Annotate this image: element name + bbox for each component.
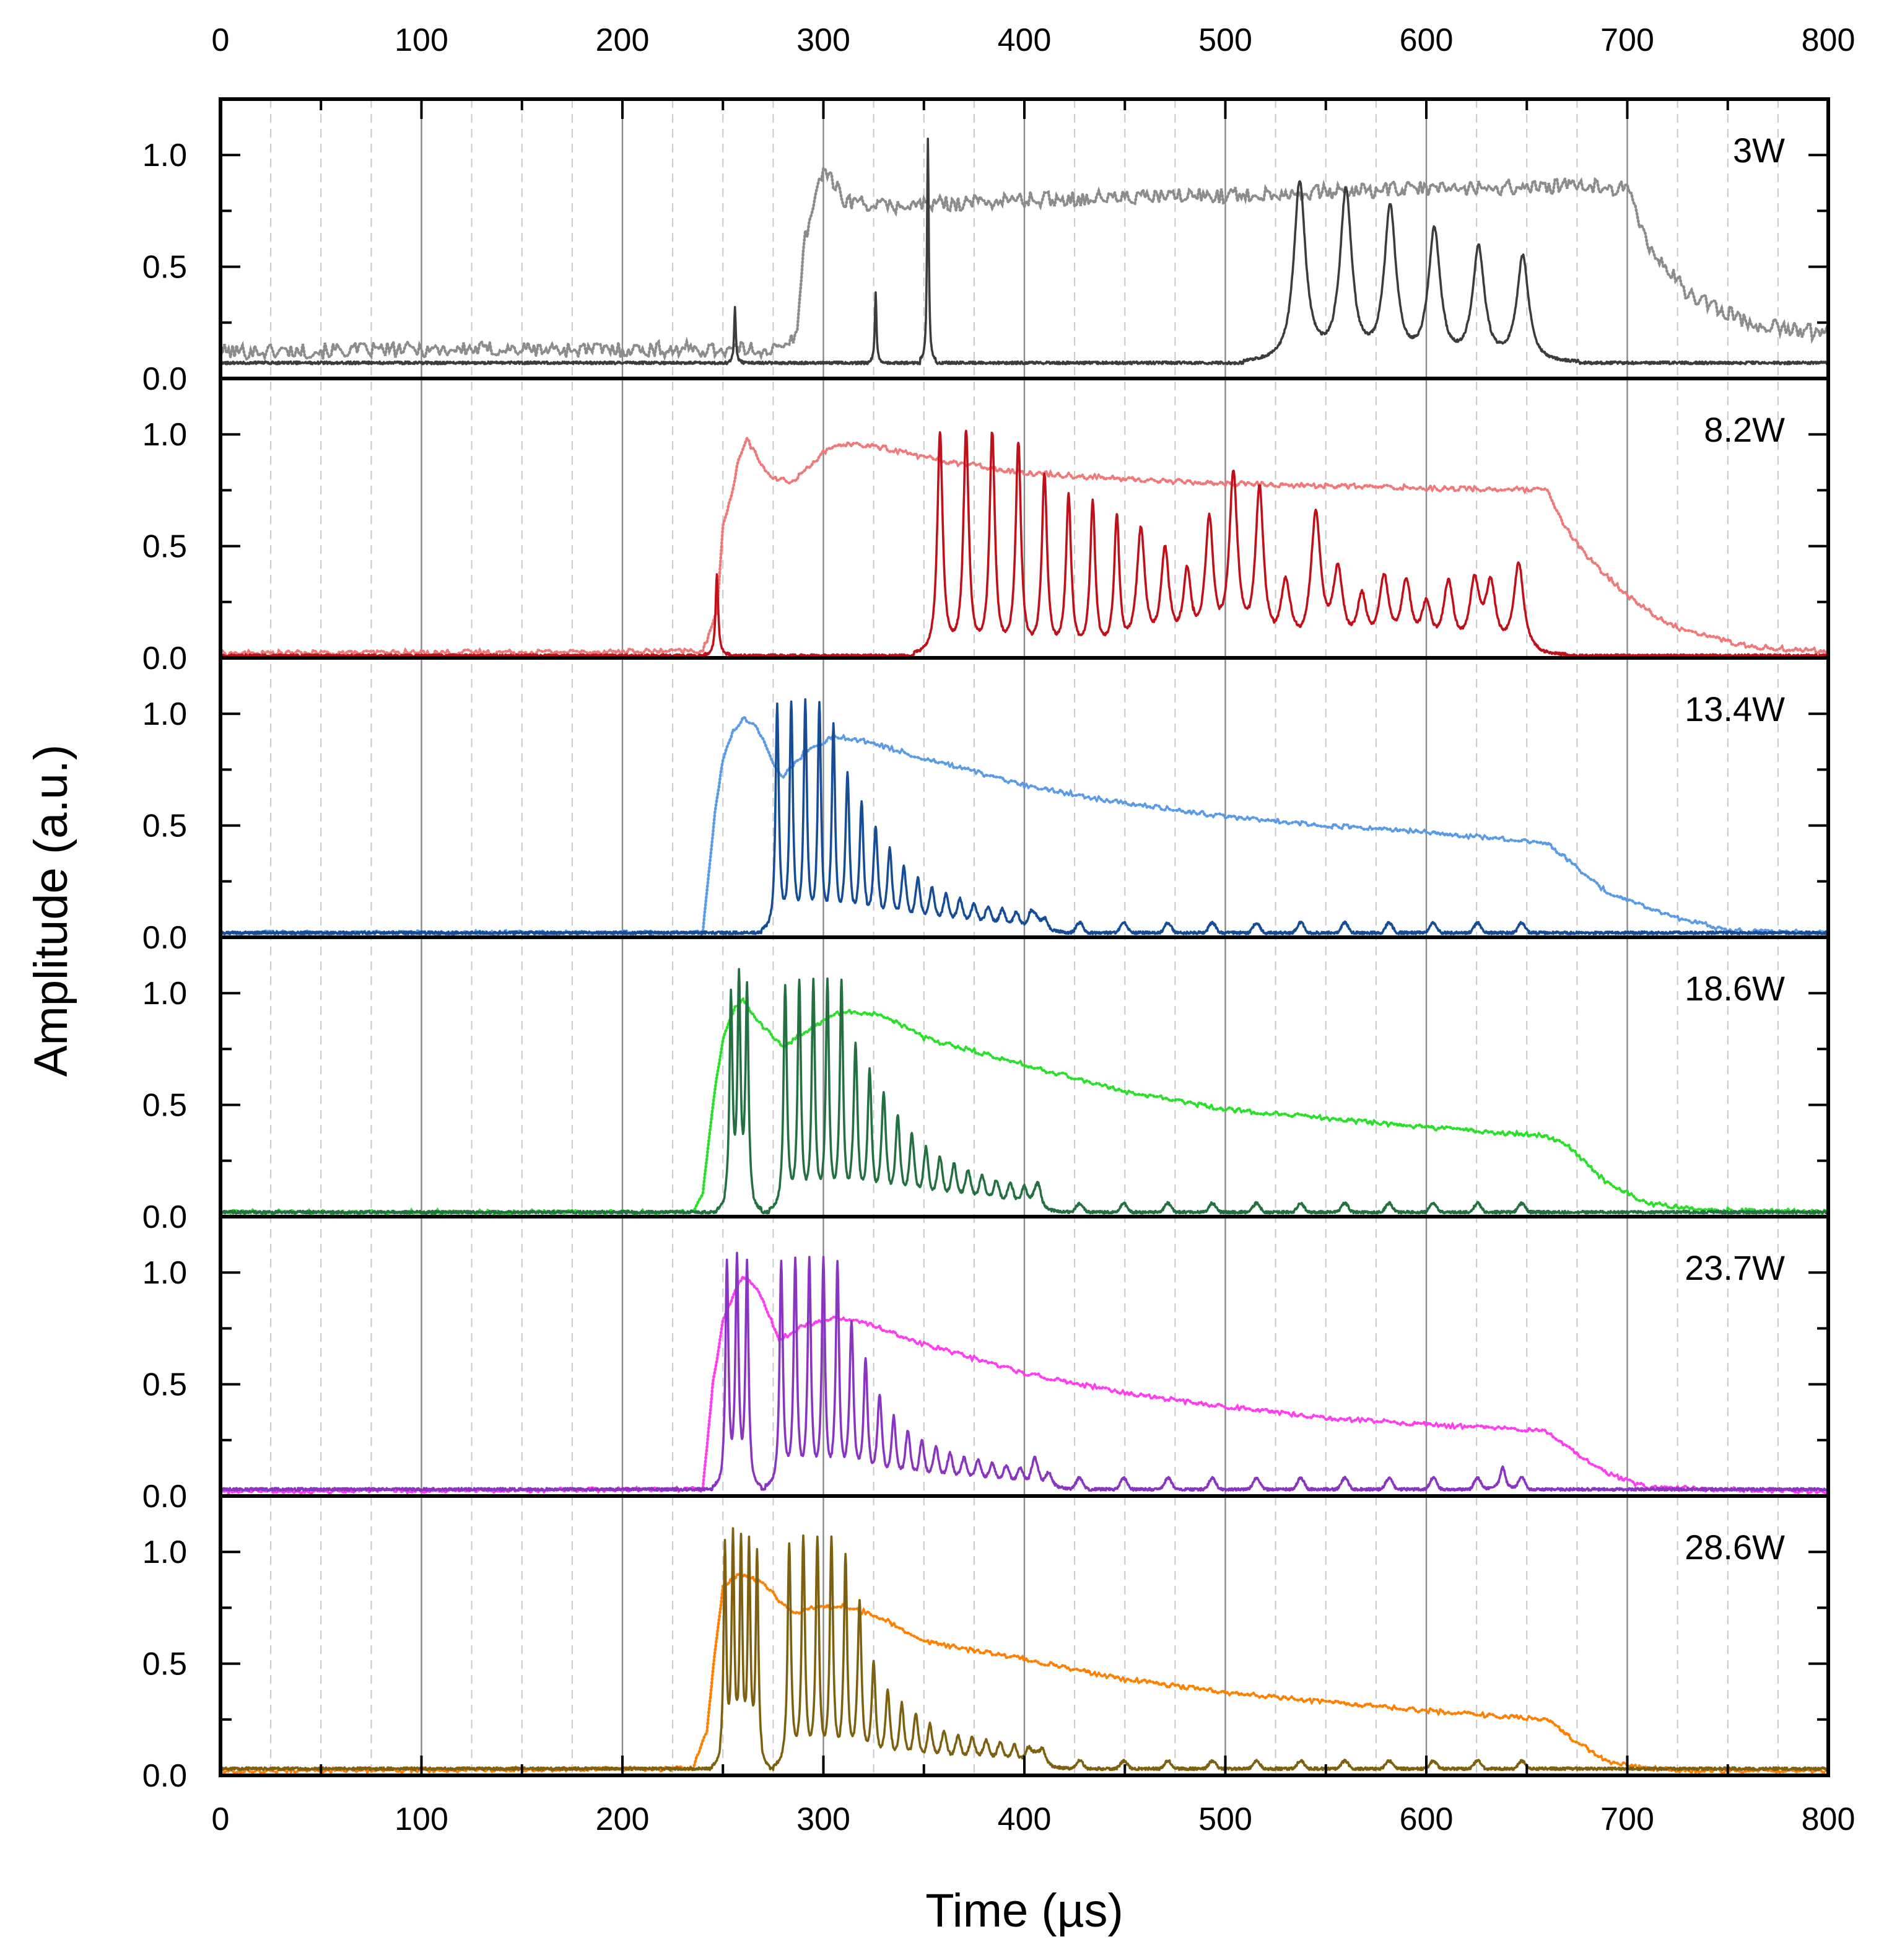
panel-series-group xyxy=(220,1527,1828,1775)
x-tick-label-bottom: 800 xyxy=(1802,1801,1856,1837)
y-tick-label: 0.5 xyxy=(142,808,187,844)
y-tick-label: 1.0 xyxy=(142,1534,187,1570)
y-tick-label: 0.0 xyxy=(142,361,187,397)
x-tick-label-top: 0 xyxy=(212,22,230,58)
x-tick-label-bottom: 600 xyxy=(1400,1801,1454,1837)
panel-label-3W: 3W xyxy=(1733,131,1785,170)
x-tick-label-top: 300 xyxy=(796,22,850,58)
x-tick-label-top: 200 xyxy=(596,22,650,58)
y-tick-label: 1.0 xyxy=(142,417,187,453)
panel-label-23.7W: 23.7W xyxy=(1685,1248,1785,1287)
pulse-series-18.6W xyxy=(220,968,1828,1215)
y-tick-label: 0.5 xyxy=(142,529,187,565)
y-tick-label: 0.0 xyxy=(142,1479,187,1515)
panel-label-28.6W: 28.6W xyxy=(1685,1528,1785,1567)
x-tick-label-bottom: 400 xyxy=(998,1801,1052,1837)
x-tick-label-top: 700 xyxy=(1600,22,1654,58)
y-axis-title: Amplitude (a.u.) xyxy=(25,745,77,1077)
panel-series-group xyxy=(220,138,1828,365)
y-tick-label: 1.0 xyxy=(142,696,187,732)
x-tick-label-top: 100 xyxy=(395,22,448,58)
x-tick-label-bottom: 500 xyxy=(1198,1801,1252,1837)
x-tick-label-bottom: 0 xyxy=(212,1801,230,1837)
x-tick-label-top: 400 xyxy=(998,22,1052,58)
y-tick-label: 1.0 xyxy=(142,976,187,1012)
x-tick-label-bottom: 300 xyxy=(796,1801,850,1837)
y-tick-label: 0.5 xyxy=(142,1367,187,1403)
panel-series-group xyxy=(220,698,1828,937)
x-tick-label-bottom: 700 xyxy=(1600,1801,1654,1837)
panel-series-group xyxy=(220,1251,1828,1496)
y-tick-label: 1.0 xyxy=(142,1255,187,1291)
envelope-series-3W xyxy=(220,166,1828,362)
panel-series-group xyxy=(220,968,1828,1217)
y-tick-label: 1.0 xyxy=(142,138,187,173)
x-axis-title: Time (µs) xyxy=(925,1884,1123,1937)
panel-label-18.6W: 18.6W xyxy=(1685,969,1785,1008)
x-tick-label-bottom: 200 xyxy=(596,1801,650,1837)
y-tick-label: 0.5 xyxy=(142,1647,187,1682)
x-tick-label-top: 600 xyxy=(1400,22,1454,58)
pulse-series-28.6W xyxy=(220,1527,1828,1772)
panel-label-13.4W: 13.4W xyxy=(1685,689,1785,728)
y-tick-label: 0.0 xyxy=(142,1199,187,1235)
envelope-series-8.2W xyxy=(220,435,1828,658)
pulse-series-13.4W xyxy=(220,698,1828,935)
y-tick-label: 0.0 xyxy=(142,920,187,956)
frame-layer xyxy=(219,97,1830,1777)
pulse-series-3W xyxy=(220,138,1828,365)
y-tick-label: 0.5 xyxy=(142,250,187,286)
y-tick-label: 0.0 xyxy=(142,641,187,676)
x-tick-label-top: 500 xyxy=(1198,22,1252,58)
text-layer: 3W 8.2W 13.4W 18.6W 23.7W 28.6W 0.0 0.5 1.0 0.0 0.… xyxy=(25,22,1855,1937)
y-tick-label: 0.0 xyxy=(142,1758,187,1794)
x-tick-label-bottom: 100 xyxy=(395,1801,448,1837)
panel-label-8.2W: 8.2W xyxy=(1704,410,1785,449)
y-tick-label: 0.5 xyxy=(142,1088,187,1124)
pulse-series-23.7W xyxy=(220,1251,1828,1492)
x-tick-label-top: 800 xyxy=(1802,22,1856,58)
